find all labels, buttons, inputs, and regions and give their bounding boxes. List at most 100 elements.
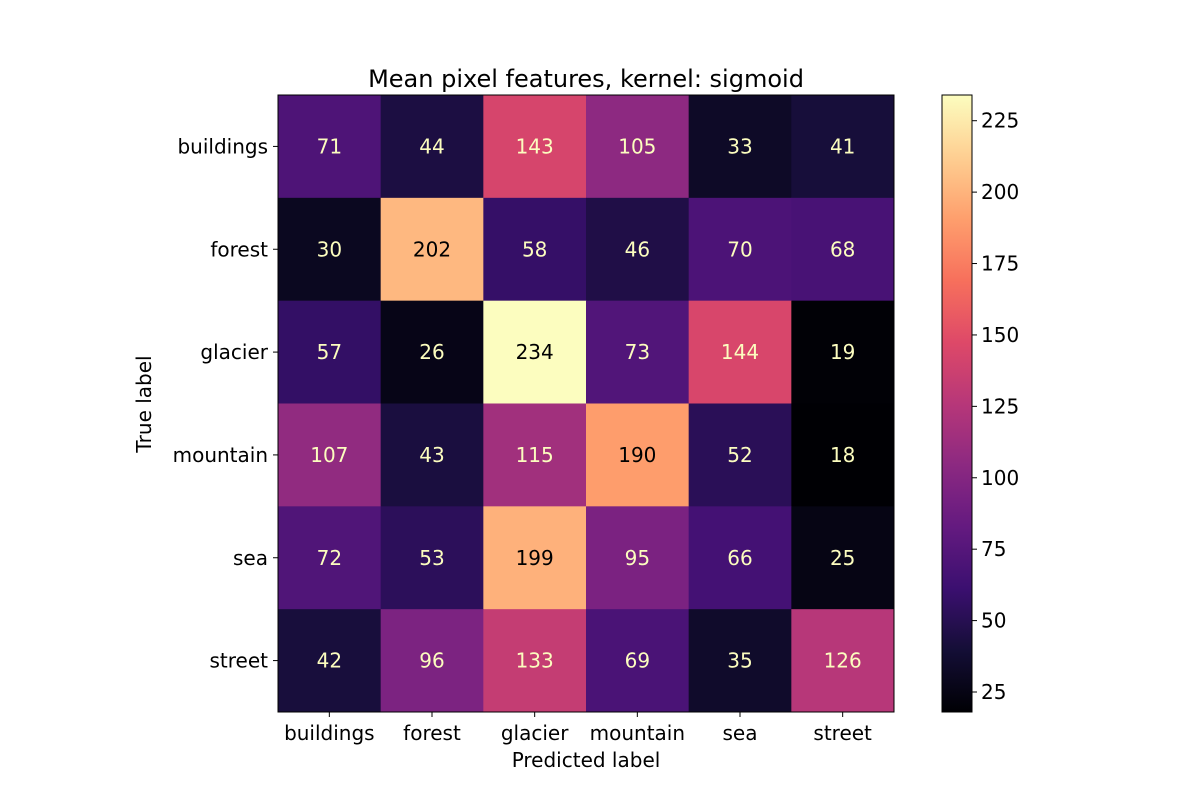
y-tick-label: buildings bbox=[177, 134, 268, 158]
cell-value-label: 52 bbox=[727, 443, 752, 467]
heatmap-cell bbox=[586, 197, 690, 302]
cell-value-label: 115 bbox=[516, 443, 554, 467]
colorbar-tick-label: 200 bbox=[981, 180, 1019, 204]
heatmap-cell bbox=[380, 197, 484, 302]
cell-value-label: 144 bbox=[721, 340, 759, 364]
heatmap-cell bbox=[791, 506, 895, 610]
heatmap-cell bbox=[483, 609, 587, 713]
y-axis-label: True label bbox=[132, 355, 156, 453]
cell-value-label: 133 bbox=[516, 649, 554, 673]
cell-value-label: 35 bbox=[727, 649, 752, 673]
cell-value-label: 70 bbox=[727, 237, 752, 261]
cell-value-label: 69 bbox=[625, 649, 650, 673]
cell-value-label: 57 bbox=[317, 340, 342, 364]
cell-value-label: 107 bbox=[310, 443, 348, 467]
cell-value-label: 18 bbox=[830, 443, 855, 467]
cell-value-label: 43 bbox=[419, 443, 444, 467]
heatmap-cell bbox=[483, 95, 587, 199]
cell-value-label: 190 bbox=[618, 443, 656, 467]
cell-value-label: 44 bbox=[419, 134, 444, 158]
y-tick-labels: buildings forest glacier mountain sea street bbox=[173, 134, 278, 673]
heatmap-cell bbox=[483, 197, 587, 302]
heatmap-cell bbox=[483, 506, 587, 610]
cell-value-label: 46 bbox=[625, 237, 650, 261]
cell-value-label: 58 bbox=[522, 237, 547, 261]
heatmap-cell bbox=[278, 300, 382, 404]
heatmap-cell bbox=[278, 197, 382, 302]
heatmap-cell bbox=[278, 95, 382, 199]
colorbar-tick-label: 100 bbox=[981, 466, 1019, 490]
heatmap-cell bbox=[586, 300, 690, 404]
heatmap-cell bbox=[380, 609, 484, 713]
cell-value-label: 95 bbox=[625, 546, 650, 570]
cell-value-label: 96 bbox=[419, 649, 444, 673]
heatmap-cell bbox=[586, 403, 690, 507]
x-tick-label: glacier bbox=[501, 721, 569, 745]
x-tick-label: street bbox=[813, 721, 872, 745]
cell-value-label: 19 bbox=[830, 340, 855, 364]
y-tick-label: forest bbox=[210, 237, 268, 261]
colorbar-tick-label: 75 bbox=[981, 537, 1006, 561]
cell-value-label: 26 bbox=[419, 340, 444, 364]
x-tick-label: mountain bbox=[590, 721, 685, 745]
colorbar-tick-label: 175 bbox=[981, 252, 1019, 276]
heatmap-cell bbox=[483, 300, 587, 404]
cell-value-label: 199 bbox=[516, 546, 554, 570]
colorbar-tick-label: 225 bbox=[981, 109, 1019, 133]
heatmap-cell bbox=[791, 197, 895, 302]
cell-value-label: 25 bbox=[830, 546, 855, 570]
heatmap-cell bbox=[688, 300, 792, 404]
cell-value-label: 30 bbox=[317, 237, 342, 261]
heatmap-cell bbox=[278, 506, 382, 610]
heatmap-cell bbox=[380, 300, 484, 404]
heatmap-cell bbox=[688, 95, 792, 199]
cell-value-label: 234 bbox=[516, 340, 554, 364]
heatmap-cell bbox=[278, 609, 382, 713]
x-tick-label: sea bbox=[723, 721, 758, 745]
cell-value-label: 42 bbox=[317, 649, 342, 673]
cell-value-label: 72 bbox=[317, 546, 342, 570]
heatmap-cell bbox=[380, 506, 484, 610]
colorbar-ticks: 25 50 75 100 125 150 175 200 225 bbox=[972, 109, 1019, 704]
heatmap-cell bbox=[380, 403, 484, 507]
heatmap-cell bbox=[380, 95, 484, 199]
cell-value-label: 53 bbox=[419, 546, 444, 570]
heatmap-cell bbox=[791, 95, 895, 199]
heatmap-cell bbox=[791, 403, 895, 507]
heatmap-cells: 71 44 143 105 33 41 30 202 58 46 70 68 57 26 234 73 144 1… bbox=[278, 95, 895, 713]
x-tick-label: buildings bbox=[284, 721, 375, 745]
heatmap-cell bbox=[688, 403, 792, 507]
colorbar-tick-label: 50 bbox=[981, 609, 1006, 633]
heatmap-cell bbox=[586, 506, 690, 610]
x-axis-label: Predicted label bbox=[512, 748, 661, 772]
cell-value-label: 66 bbox=[727, 546, 752, 570]
heatmap-cell bbox=[791, 609, 895, 713]
heatmap-cell bbox=[791, 300, 895, 404]
heatmap-cell bbox=[586, 609, 690, 713]
heatmap-cell bbox=[688, 609, 792, 713]
cell-value-label: 73 bbox=[625, 340, 650, 364]
colorbar-tick-label: 25 bbox=[981, 680, 1006, 704]
heatmap-cell bbox=[688, 506, 792, 610]
y-tick-label: sea bbox=[233, 546, 268, 570]
plot-frame bbox=[277, 94, 895, 713]
heatmap-cell bbox=[483, 403, 587, 507]
colorbar-tick-label: 150 bbox=[981, 323, 1019, 347]
y-tick-label: mountain bbox=[173, 443, 268, 467]
x-tick-label: forest bbox=[403, 721, 461, 745]
heatmap-cell bbox=[278, 403, 382, 507]
heatmap-cell bbox=[688, 197, 792, 302]
cell-value-label: 126 bbox=[824, 649, 862, 673]
cell-value-label: 68 bbox=[830, 237, 855, 261]
cell-value-label: 33 bbox=[727, 134, 752, 158]
heatmap-cell bbox=[586, 95, 690, 199]
cell-value-label: 202 bbox=[413, 237, 451, 261]
y-tick-label: glacier bbox=[200, 340, 268, 364]
cell-value-label: 105 bbox=[618, 134, 656, 158]
cell-value-label: 71 bbox=[317, 134, 342, 158]
cell-value-label: 41 bbox=[830, 134, 855, 158]
colorbar-tick-label: 125 bbox=[981, 394, 1019, 418]
colorbar bbox=[941, 94, 973, 713]
y-tick-label: street bbox=[210, 649, 269, 673]
